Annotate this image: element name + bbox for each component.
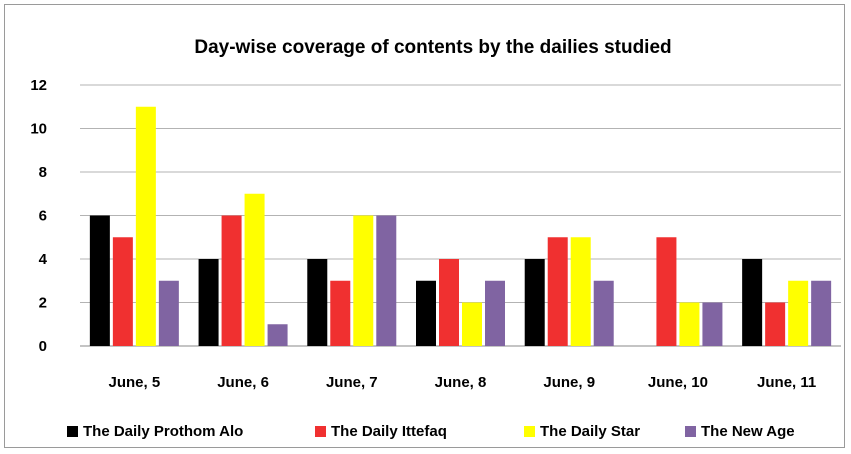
legend-label: The Daily Star — [540, 423, 640, 440]
bar — [376, 215, 397, 346]
bar — [198, 259, 219, 346]
bar — [89, 215, 110, 346]
y-tick-label: 2 — [39, 295, 47, 312]
bar — [135, 106, 156, 346]
y-tick-label: 12 — [30, 77, 47, 94]
x-category-label: June, 9 — [543, 374, 595, 391]
x-category-label: June, 5 — [109, 374, 161, 391]
bars — [89, 106, 832, 346]
bar — [656, 237, 677, 346]
legend-swatch — [524, 426, 535, 437]
bar — [439, 259, 459, 346]
legend-label: The Daily Prothom Alo — [83, 423, 243, 440]
bar — [158, 280, 179, 346]
legend-label: The Daily Ittefaq — [331, 423, 447, 440]
x-category-label: June, 11 — [757, 374, 816, 391]
y-tick-label: 6 — [39, 208, 47, 225]
x-category-label: June, 7 — [326, 374, 378, 391]
y-tick-label: 8 — [39, 164, 47, 181]
gridlines — [80, 84, 841, 347]
bar — [702, 302, 723, 346]
chart-title: Day-wise coverage of contents by the dai… — [194, 37, 671, 58]
bar — [570, 237, 591, 346]
bar — [811, 280, 832, 346]
y-axis-ticks: 0 2 4 6 8 10 12 — [30, 77, 47, 355]
bar — [765, 302, 786, 346]
bar — [485, 280, 505, 346]
bar — [742, 259, 763, 346]
x-axis-categories: June, 5 June, 6 June, 7 June, 8 June, 9 June,… — [109, 374, 817, 391]
x-category-label: June, 8 — [435, 374, 487, 391]
bar — [547, 237, 568, 346]
chart-frame: Day-wise coverage of contents by the dai… — [4, 4, 845, 448]
legend-label: The New Age — [701, 423, 795, 440]
bar — [593, 280, 614, 346]
bar-chart: Day-wise coverage of contents by the dai… — [30, 37, 841, 440]
legend-swatch — [315, 426, 326, 437]
bar — [353, 215, 374, 346]
bar — [416, 280, 436, 346]
bar — [307, 259, 328, 346]
legend-swatch — [67, 426, 78, 437]
bar — [788, 280, 809, 346]
y-tick-label: 10 — [30, 121, 47, 138]
bar — [244, 193, 265, 346]
bar — [267, 324, 288, 346]
legend-swatch — [685, 426, 696, 437]
bar — [112, 237, 133, 346]
bar — [330, 280, 351, 346]
x-category-label: June, 10 — [648, 374, 708, 391]
bar — [679, 302, 700, 346]
y-tick-label: 4 — [39, 251, 48, 268]
y-tick-label: 0 — [39, 338, 47, 355]
bar — [462, 302, 482, 346]
x-category-label: June, 6 — [217, 374, 269, 391]
bar — [221, 215, 242, 346]
legend: The Daily Prothom Alo The Daily Ittefaq Th… — [67, 423, 795, 440]
bar — [524, 259, 545, 346]
